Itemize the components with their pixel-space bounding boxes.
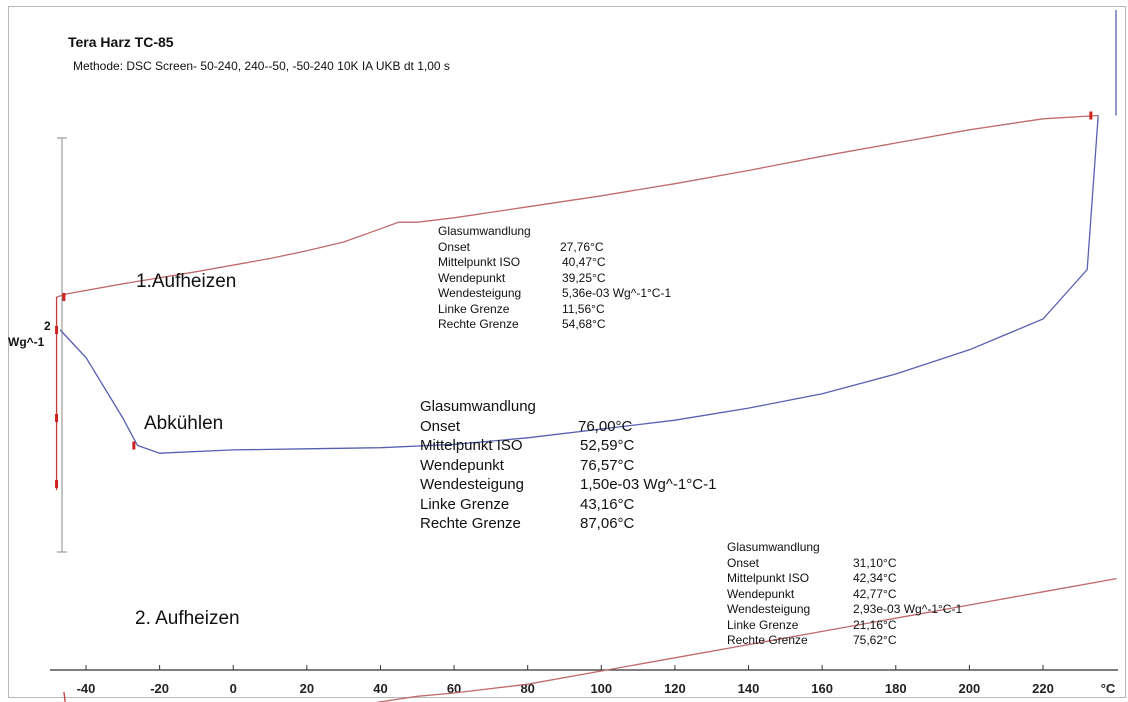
gt-value: 21,16°C xyxy=(853,617,897,632)
gt-heading: Glasumwandlung xyxy=(727,540,820,554)
gt-key: Rechte Grenze xyxy=(727,633,808,647)
x-tick-label: 120 xyxy=(664,681,686,696)
gt-row: Rechte Grenze 87,06°C xyxy=(420,514,716,534)
gt-value: 39,25°C xyxy=(562,270,606,285)
gt-value: 42,34°C xyxy=(853,571,897,585)
gt-key: Rechte Grenze xyxy=(438,317,519,331)
x-tick-label: 140 xyxy=(738,681,760,696)
limit-marker xyxy=(55,326,59,334)
gt-row: Onset 76,00°C xyxy=(420,417,716,437)
x-tick-label: 200 xyxy=(959,681,981,696)
transition-line-bottom-left xyxy=(63,691,66,702)
y-scale-unit: Wg^-1 xyxy=(8,335,45,349)
segment-label-cooling: Abkühlen xyxy=(144,413,224,434)
gt-value: 76,57°C xyxy=(580,456,635,474)
gt-row: Rechte Grenze 54,68°C xyxy=(438,317,671,333)
gt-value: 52,59°C xyxy=(580,437,635,454)
gt-row: Linke Grenze 21,16°C xyxy=(727,618,962,634)
gt-row: Wendepunkt 42,77°C xyxy=(727,587,962,603)
chart-frame xyxy=(8,6,1126,698)
limit-marker xyxy=(1089,111,1093,120)
gt-row: Onset 31,10°C xyxy=(727,556,962,572)
gt-row: Wendepunkt 39,25°C xyxy=(438,271,671,287)
segment-label-1st-heating: 1.Aufheizen xyxy=(136,271,237,292)
gt-value: 27,76°C xyxy=(560,239,604,254)
gt-row: Rechte Grenze 75,62°C xyxy=(727,633,962,649)
gt-key: Linke Grenze xyxy=(727,617,799,632)
gt-value: 76,00°C xyxy=(578,417,633,435)
gt-value: 5,36e-03 Wg^-1°C-1 xyxy=(562,286,672,300)
series-line-1st-heating xyxy=(56,114,1099,298)
gt-value: 2,93e-03 Wg^-1°C-1 xyxy=(853,602,963,616)
glass-transition-table-1: Glasumwandlung Onset 27,76°C Mittelpunkt … xyxy=(438,224,671,333)
limit-marker xyxy=(62,293,66,301)
gt-value: 11,56°C xyxy=(562,301,605,316)
gt-key: Mittelpunkt ISO xyxy=(727,571,810,585)
gt-row: Wendesteigung 1,50e-03 Wg^-1°C-1 xyxy=(420,475,716,495)
gt-key: Mittelpunkt ISO xyxy=(420,437,523,454)
x-tick-label: -20 xyxy=(150,681,169,696)
series-line-2nd-heating xyxy=(376,577,1117,702)
method-description: Methode: DSC Screen- 50-240, 240--50, -5… xyxy=(73,59,450,73)
chart-title: Tera Harz TC-85 xyxy=(68,34,174,50)
x-tick-label: 160 xyxy=(811,681,833,696)
gt-value: 40,47°C xyxy=(562,255,606,269)
gt-key: Linke Grenze xyxy=(420,495,510,513)
limit-marker xyxy=(132,441,136,450)
gt-row: Mittelpunkt ISO 52,59°C xyxy=(420,436,716,456)
x-tick-label: 180 xyxy=(885,681,907,696)
gt-key: Wendesteigung xyxy=(420,476,524,493)
gt-key: Onset xyxy=(727,555,760,570)
x-tick-label: 100 xyxy=(590,681,612,696)
series-line-cooling xyxy=(59,115,1099,454)
gt-key: Linke Grenze xyxy=(438,301,510,316)
gt-value: 43,16°C xyxy=(580,495,635,513)
gt-row: Wendesteigung 2,93e-03 Wg^-1°C-1 xyxy=(727,602,962,618)
gt-key: Onset xyxy=(438,239,471,254)
gt-row: Linke Grenze 11,56°C xyxy=(438,302,671,318)
gt-row: Mittelpunkt ISO 40,47°C xyxy=(438,255,671,271)
gt-key: Mittelpunkt ISO xyxy=(438,255,521,269)
gt-key: Wendesteigung xyxy=(438,286,522,300)
gt-value: 75,62°C xyxy=(853,633,897,647)
glass-transition-table-2: Glasumwandlung Onset 76,00°C Mittelpunkt … xyxy=(420,397,716,534)
limit-marker xyxy=(55,480,59,488)
gt-heading: Glasumwandlung xyxy=(420,398,536,415)
limit-marker xyxy=(55,414,59,422)
gt-row: Wendepunkt 76,57°C xyxy=(420,456,716,476)
gt-row: Mittelpunkt ISO 42,34°C xyxy=(727,571,962,587)
segment-label-2nd-heating: 2. Aufheizen xyxy=(135,608,240,629)
gt-value: 1,50e-03 Wg^-1°C-1 xyxy=(580,476,717,493)
gt-value: 54,68°C xyxy=(562,317,606,331)
y-scale-value: 2 xyxy=(44,319,51,333)
gt-key: Wendepunkt xyxy=(438,270,506,285)
x-tick-label: -40 xyxy=(77,681,96,696)
gt-key: Wendepunkt xyxy=(727,586,795,601)
gt-key: Rechte Grenze xyxy=(420,515,521,532)
gt-value: 87,06°C xyxy=(580,515,635,532)
gt-heading: Glasumwandlung xyxy=(438,224,531,238)
x-tick-label: 0 xyxy=(230,681,237,696)
gt-row: Wendesteigung 5,36e-03 Wg^-1°C-1 xyxy=(438,286,671,302)
gt-key: Wendesteigung xyxy=(727,602,811,616)
gt-value: 42,77°C xyxy=(853,586,897,601)
glass-transition-table-3: Glasumwandlung Onset 31,10°C Mittelpunkt … xyxy=(727,540,962,649)
x-tick-label: 20 xyxy=(300,681,314,696)
gt-row: Linke Grenze 43,16°C xyxy=(420,495,716,515)
gt-key: Onset xyxy=(420,417,461,435)
x-tick-label: 220 xyxy=(1032,681,1054,696)
gt-key: Wendepunkt xyxy=(420,456,504,474)
gt-value: 31,10°C xyxy=(853,555,897,570)
x-tick-label: 40 xyxy=(373,681,387,696)
gt-row: Onset 27,76°C xyxy=(438,240,671,256)
x-axis-unit-label: °C xyxy=(1101,681,1116,696)
